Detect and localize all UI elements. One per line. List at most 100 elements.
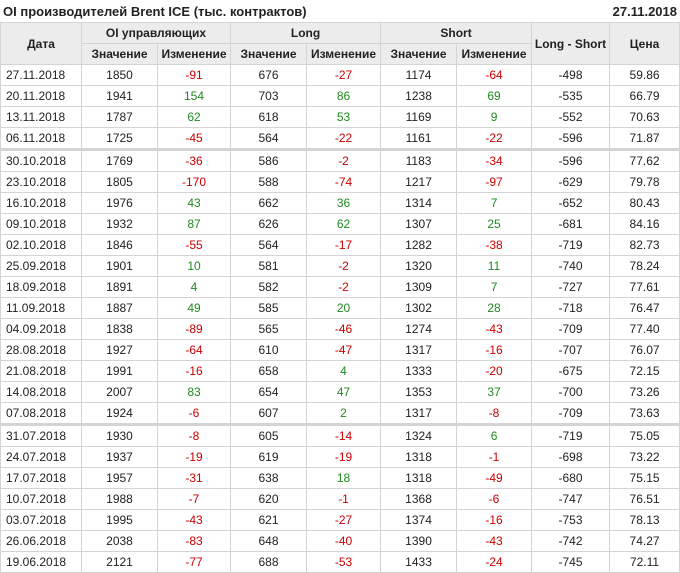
cell-short-value: 1309	[380, 276, 458, 298]
cell-oi-value: 1924	[81, 402, 158, 425]
cell-oi-value: 1927	[81, 339, 158, 361]
cell-long-change: 2	[306, 402, 382, 425]
col-date: Дата	[0, 22, 82, 65]
page-title: OI производителей Brent ICE (тыс. контра…	[3, 3, 307, 19]
table-row: 19.06.2018 2121 -77 688 -53 1433 -24 -745 72.11	[0, 551, 680, 573]
cell-short-value: 1320	[380, 255, 458, 277]
cell-short-value: 1274	[380, 318, 458, 340]
cell-short-value: 1302	[380, 297, 458, 319]
cell-date: 11.09.2018	[0, 297, 82, 319]
cell-long-short: -719	[531, 234, 611, 256]
cell-long-value: 626	[230, 213, 308, 235]
cell-date: 04.09.2018	[0, 318, 82, 340]
cell-long-value: 619	[230, 446, 308, 468]
cell-oi-change: -170	[156, 171, 232, 193]
cell-short-change: 25	[456, 213, 533, 235]
cell-price: 70.63	[609, 106, 680, 128]
cell-oi-change: 154	[156, 85, 232, 107]
cell-short-change: 6	[456, 423, 533, 447]
cell-long-value: 688	[230, 551, 308, 573]
col-long-short: Long - Short	[531, 22, 611, 65]
cell-oi-change: -36	[156, 148, 232, 172]
table-row: 25.09.2018 1901 10 581 -2 1320 11 -740 78.24	[0, 255, 680, 277]
cell-short-change: -49	[456, 467, 533, 489]
cell-long-change: -53	[306, 551, 382, 573]
cell-long-change: -2	[306, 255, 382, 277]
cell-oi-value: 1838	[81, 318, 158, 340]
cell-long-short: -709	[531, 402, 611, 425]
table-row: 20.11.2018 1941 154 703 86 1238 69 -535 66.79	[0, 85, 680, 107]
cell-long-short: -742	[531, 530, 611, 552]
cell-long-change: -40	[306, 530, 382, 552]
cell-long-value: 605	[230, 423, 308, 447]
cell-short-value: 1174	[380, 64, 458, 86]
cell-long-short: -596	[531, 148, 611, 172]
cell-short-change: 7	[456, 276, 533, 298]
cell-short-change: -16	[456, 509, 533, 531]
cell-price: 75.15	[609, 467, 680, 489]
cell-price: 74.27	[609, 530, 680, 552]
cell-short-value: 1183	[380, 148, 458, 172]
cell-oi-value: 1887	[81, 297, 158, 319]
cell-oi-value: 2038	[81, 530, 158, 552]
cell-long-value: 610	[230, 339, 308, 361]
table-row: 26.06.2018 2038 -83 648 -40 1390 -43 -742 74.27	[0, 530, 680, 552]
cell-oi-change: -8	[156, 423, 232, 447]
table-row: 06.11.2018 1725 -45 564 -22 1161 -22 -596 71.87	[0, 127, 680, 150]
cell-oi-change: -31	[156, 467, 232, 489]
cell-short-change: -34	[456, 148, 533, 172]
cell-date: 24.07.2018	[0, 446, 82, 468]
table-row: 30.10.2018 1769 -36 586 -2 1183 -34 -596 77.62	[0, 148, 680, 172]
cell-date: 14.08.2018	[0, 381, 82, 403]
cell-long-short: -740	[531, 255, 611, 277]
cell-price: 77.40	[609, 318, 680, 340]
col-short: Short	[380, 22, 533, 44]
header-bar: OI производителей Brent ICE (тыс. контра…	[0, 0, 680, 22]
cell-date: 21.08.2018	[0, 360, 82, 382]
cell-short-value: 1238	[380, 85, 458, 107]
cell-long-value: 618	[230, 106, 308, 128]
cell-short-change: -64	[456, 64, 533, 86]
cell-long-short: -680	[531, 467, 611, 489]
cell-date: 18.09.2018	[0, 276, 82, 298]
cell-date: 09.10.2018	[0, 213, 82, 235]
cell-price: 82.73	[609, 234, 680, 256]
cell-oi-value: 1850	[81, 64, 158, 86]
cell-long-short: -675	[531, 360, 611, 382]
cell-price: 84.16	[609, 213, 680, 235]
cell-short-change: -24	[456, 551, 533, 573]
cell-long-change: -17	[306, 234, 382, 256]
cell-short-change: -97	[456, 171, 533, 193]
cell-long-change: 62	[306, 213, 382, 235]
cell-long-change: -1	[306, 488, 382, 510]
cell-short-change: 69	[456, 85, 533, 107]
table-row: 09.10.2018 1932 87 626 62 1307 25 -681 84.16	[0, 213, 680, 235]
cell-long-change: -14	[306, 423, 382, 447]
cell-long-short: -535	[531, 85, 611, 107]
cell-long-short: -709	[531, 318, 611, 340]
col-long: Long	[230, 22, 382, 44]
cell-short-value: 1390	[380, 530, 458, 552]
table-row: 18.09.2018 1891 4 582 -2 1309 7 -727 77.61	[0, 276, 680, 298]
table-row: 03.07.2018 1995 -43 621 -27 1374 -16 -753 78.13	[0, 509, 680, 531]
cell-long-change: -27	[306, 64, 382, 86]
cell-oi-value: 1937	[81, 446, 158, 468]
cell-price: 76.47	[609, 297, 680, 319]
cell-long-value: 607	[230, 402, 308, 425]
cell-long-value: 703	[230, 85, 308, 107]
cell-oi-change: -6	[156, 402, 232, 425]
cell-price: 78.13	[609, 509, 680, 531]
cell-date: 31.07.2018	[0, 423, 82, 447]
cell-oi-change: 4	[156, 276, 232, 298]
cell-short-change: 9	[456, 106, 533, 128]
cell-oi-change: 87	[156, 213, 232, 235]
table-row: 11.09.2018 1887 49 585 20 1302 28 -718 76.47	[0, 297, 680, 319]
cell-long-value: 582	[230, 276, 308, 298]
cell-long-value: 565	[230, 318, 308, 340]
cell-oi-value: 1941	[81, 85, 158, 107]
cell-oi-value: 1976	[81, 192, 158, 214]
cell-short-change: -6	[456, 488, 533, 510]
cell-short-value: 1374	[380, 509, 458, 531]
cell-date: 02.10.2018	[0, 234, 82, 256]
report-date: 27.11.2018	[612, 3, 677, 19]
